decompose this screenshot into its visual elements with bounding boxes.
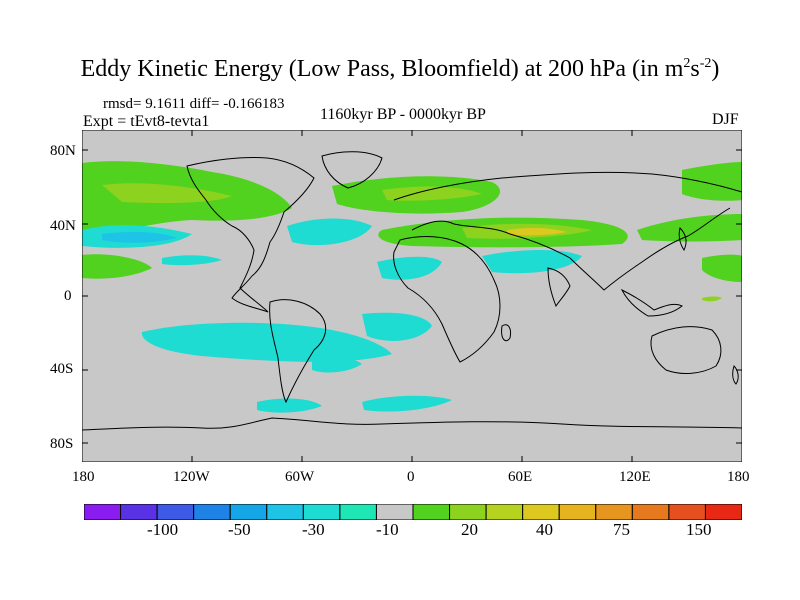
colorbar-label-minus10: -10 <box>376 520 399 539</box>
colorbar-box <box>120 504 158 520</box>
colorbar-box <box>375 504 414 520</box>
colorbar-label-40: 40 <box>536 520 553 539</box>
coast-greenland <box>321 151 383 189</box>
positive-region-nw-pacific <box>702 254 742 282</box>
colorbar-box <box>412 504 451 520</box>
coast-south-america <box>269 299 327 404</box>
colorbar-box <box>668 504 706 520</box>
colorbar-box <box>558 504 597 520</box>
negative-region-southern-ocean-b <box>362 395 452 412</box>
negative-region-south-pacific <box>141 322 392 362</box>
coast-southeast-asia <box>620 288 683 317</box>
colorbar-box <box>631 504 670 520</box>
positive-anomaly-regions <box>82 161 742 302</box>
colorbar-box <box>229 504 268 520</box>
lon-label-60e: 60E <box>508 469 533 485</box>
negative-region-south-atlantic <box>362 312 432 341</box>
colorbar-label-75: 75 <box>613 520 630 539</box>
colorbar-label-20: 20 <box>461 520 478 539</box>
season-label: DJF <box>712 111 739 128</box>
lon-label-120e: 120E <box>619 469 651 485</box>
lat-label-0: 0 <box>64 288 72 304</box>
positive-region-east-asia <box>637 214 742 242</box>
stats-text: rmsd= 9.1611 diff= -0.166183 <box>103 96 285 112</box>
lat-label-80n: 80N <box>50 143 76 159</box>
coast-europe-asia <box>393 171 742 291</box>
colorbar <box>84 504 742 520</box>
negative-region-south-indian <box>312 357 362 373</box>
negative-region-north-atlantic <box>287 218 372 246</box>
coast-australia <box>650 326 722 374</box>
negative-anomaly-regions <box>82 218 582 413</box>
colorbar-box <box>522 504 560 520</box>
negative-region-arabia <box>482 250 582 274</box>
coast-india <box>547 267 571 308</box>
colorbar-box <box>339 504 377 520</box>
negative-region-southern-ocean-a <box>257 398 322 413</box>
lon-label-0: 0 <box>407 469 415 485</box>
colorbar-box <box>485 504 524 520</box>
coast-north-america <box>186 156 315 313</box>
lat-label-80s: 80S <box>50 436 74 452</box>
coast-japan <box>678 227 687 251</box>
coast-africa <box>393 236 501 363</box>
colorbar-box <box>302 504 341 520</box>
lat-label-40n: 40N <box>50 218 76 234</box>
lat-label-40s: 40S <box>50 361 74 377</box>
coast-madagascar <box>501 324 511 342</box>
colorbar-box <box>595 504 633 520</box>
coast-antarctica <box>82 417 742 431</box>
colorbar-box <box>193 504 231 520</box>
positive-region-north-pacific-west <box>682 162 742 201</box>
lon-label-180w: 180 <box>72 469 95 485</box>
colorbar-box <box>449 504 487 520</box>
colorbar-label-150: 150 <box>686 520 712 539</box>
lon-label-60w: 60W <box>285 469 315 485</box>
lon-label-180e: 180 <box>727 469 750 485</box>
lon-label-120w: 120W <box>173 469 210 485</box>
experiment-label: Expt = tEvt8-tevta1 <box>83 113 210 130</box>
period-label: 1160kyr BP - 0000kyr BP <box>320 106 486 123</box>
colorbar-box <box>266 504 304 520</box>
axis-ticks <box>82 130 742 462</box>
negative-region-sahara <box>377 256 442 280</box>
colorbar-box <box>704 504 742 520</box>
map-title: Eddy Kinetic Energy (Low Pass, Bloomfiel… <box>80 56 720 82</box>
colorbar-box <box>156 504 195 520</box>
negative-region-hawaii <box>162 255 222 266</box>
colorbar-label-minus100: -100 <box>147 520 179 539</box>
colorbar-label-minus30: -30 <box>302 520 325 539</box>
colorbar-box <box>84 504 122 520</box>
positive-region-north-pacific-east <box>82 254 152 279</box>
colorbar-label-minus50: -50 <box>228 520 251 539</box>
world-map <box>82 130 742 462</box>
